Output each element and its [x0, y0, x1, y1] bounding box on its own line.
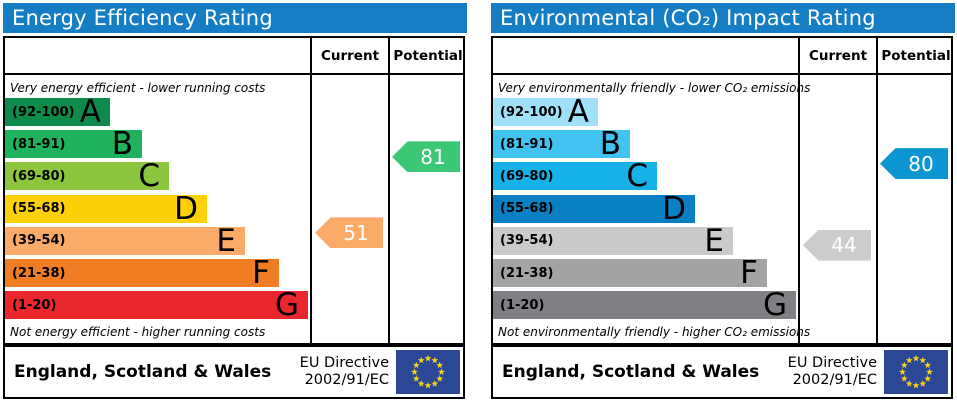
environmental-impact-panel: Environmental (CO₂) Impact Rating Curren…	[491, 3, 955, 401]
band-range: (92-100)	[500, 104, 563, 120]
band-a: (92-100) A	[493, 94, 598, 130]
bottom-caption: Not environmentally friendly - higher CO…	[498, 325, 811, 339]
band-letter: E	[216, 222, 236, 259]
eu-directive-label: EU Directive 2002/91/EC	[300, 355, 389, 389]
column-header-current: Current	[808, 47, 868, 64]
column-divider	[876, 38, 878, 343]
band-range: (69-80)	[500, 168, 554, 184]
band-letter: B	[111, 126, 133, 163]
eu-directive-label: EU Directive 2002/91/EC	[788, 355, 877, 389]
eu-directive-line1: EU Directive	[299, 355, 389, 371]
header-row-divider	[493, 73, 951, 75]
band-letter: D	[662, 190, 686, 227]
potential-arrow: 81	[392, 141, 460, 173]
band-letter: C	[138, 158, 160, 195]
band-range: (55-68)	[12, 201, 66, 217]
band-range: (1-20)	[500, 297, 545, 313]
band-letter: F	[252, 255, 270, 291]
header-row-divider	[5, 73, 463, 75]
current-arrow: 51	[315, 217, 383, 249]
top-caption: Very environmentally friendly - lower CO…	[498, 81, 811, 95]
band-range: (1-20)	[12, 297, 57, 313]
eu-directive-line2: 2002/91/EC	[304, 372, 389, 388]
band-letter: D	[174, 190, 198, 227]
band-range: (81-91)	[500, 136, 554, 152]
band-range: (21-38)	[12, 265, 66, 281]
panel-title: Energy Efficiency Rating	[12, 6, 273, 30]
column-header-potential: Potential	[881, 47, 951, 64]
band-range: (21-38)	[500, 265, 554, 281]
band-f: (21-38) F	[493, 255, 767, 291]
band-b: (81-91) B	[493, 126, 630, 163]
column-header-current: Current	[320, 47, 380, 64]
panel-footer: England, Scotland & Wales EU Directive 2…	[3, 345, 465, 399]
band-c: (69-80) C	[5, 158, 169, 195]
footer-region: England, Scotland & Wales	[502, 362, 760, 382]
band-letter: G	[762, 287, 787, 324]
co2-rating-table: Current Potential Very environmentally f…	[491, 36, 953, 345]
band-d: (55-68) D	[493, 190, 695, 227]
band-g: (1-20) G	[493, 287, 796, 324]
band-range: (39-54)	[500, 233, 554, 249]
eu-flag-icon	[884, 350, 948, 394]
band-range: (55-68)	[500, 201, 554, 217]
band-letter: A	[567, 94, 589, 130]
column-divider	[310, 38, 312, 343]
bottom-caption: Not energy efficient - higher running co…	[10, 325, 266, 339]
band-range: (69-80)	[12, 168, 66, 184]
band-e: (39-54) E	[5, 222, 245, 259]
eu-flag-icon	[396, 350, 460, 394]
panel-title: Environmental (CO₂) Impact Rating	[500, 6, 876, 30]
environmental-impact-title-bar: Environmental (CO₂) Impact Rating	[491, 3, 955, 33]
footer-region: England, Scotland & Wales	[14, 362, 272, 382]
panel-footer: England, Scotland & Wales EU Directive 2…	[491, 345, 953, 399]
energy-efficiency-title-bar: Energy Efficiency Rating	[3, 3, 467, 33]
band-b: (81-91) B	[5, 126, 142, 163]
column-divider	[798, 38, 800, 343]
column-divider	[388, 38, 390, 343]
band-letter: B	[599, 126, 621, 163]
band-letter: A	[79, 94, 101, 130]
band-letter: F	[740, 255, 758, 291]
eu-directive-line1: EU Directive	[787, 355, 877, 371]
band-f: (21-38) F	[5, 255, 279, 291]
band-range: (92-100)	[12, 104, 75, 120]
current-arrow: 44	[803, 229, 871, 261]
band-range: (39-54)	[12, 233, 66, 249]
eu-directive-line2: 2002/91/EC	[792, 372, 877, 388]
band-letter: C	[626, 158, 648, 195]
band-c: (69-80) C	[493, 158, 657, 195]
energy-rating-table: Current Potential Very energy efficient …	[3, 36, 465, 345]
band-g: (1-20) G	[5, 287, 308, 324]
band-letter: G	[274, 287, 299, 324]
band-a: (92-100) A	[5, 94, 110, 130]
potential-arrow: 80	[880, 148, 948, 180]
band-e: (39-54) E	[493, 222, 733, 259]
column-header-potential: Potential	[393, 47, 463, 64]
band-letter: E	[704, 222, 724, 259]
energy-efficiency-panel: Energy Efficiency Rating Current Potenti…	[3, 3, 467, 401]
top-caption: Very energy efficient - lower running co…	[10, 81, 266, 95]
band-range: (81-91)	[12, 136, 66, 152]
band-d: (55-68) D	[5, 190, 207, 227]
